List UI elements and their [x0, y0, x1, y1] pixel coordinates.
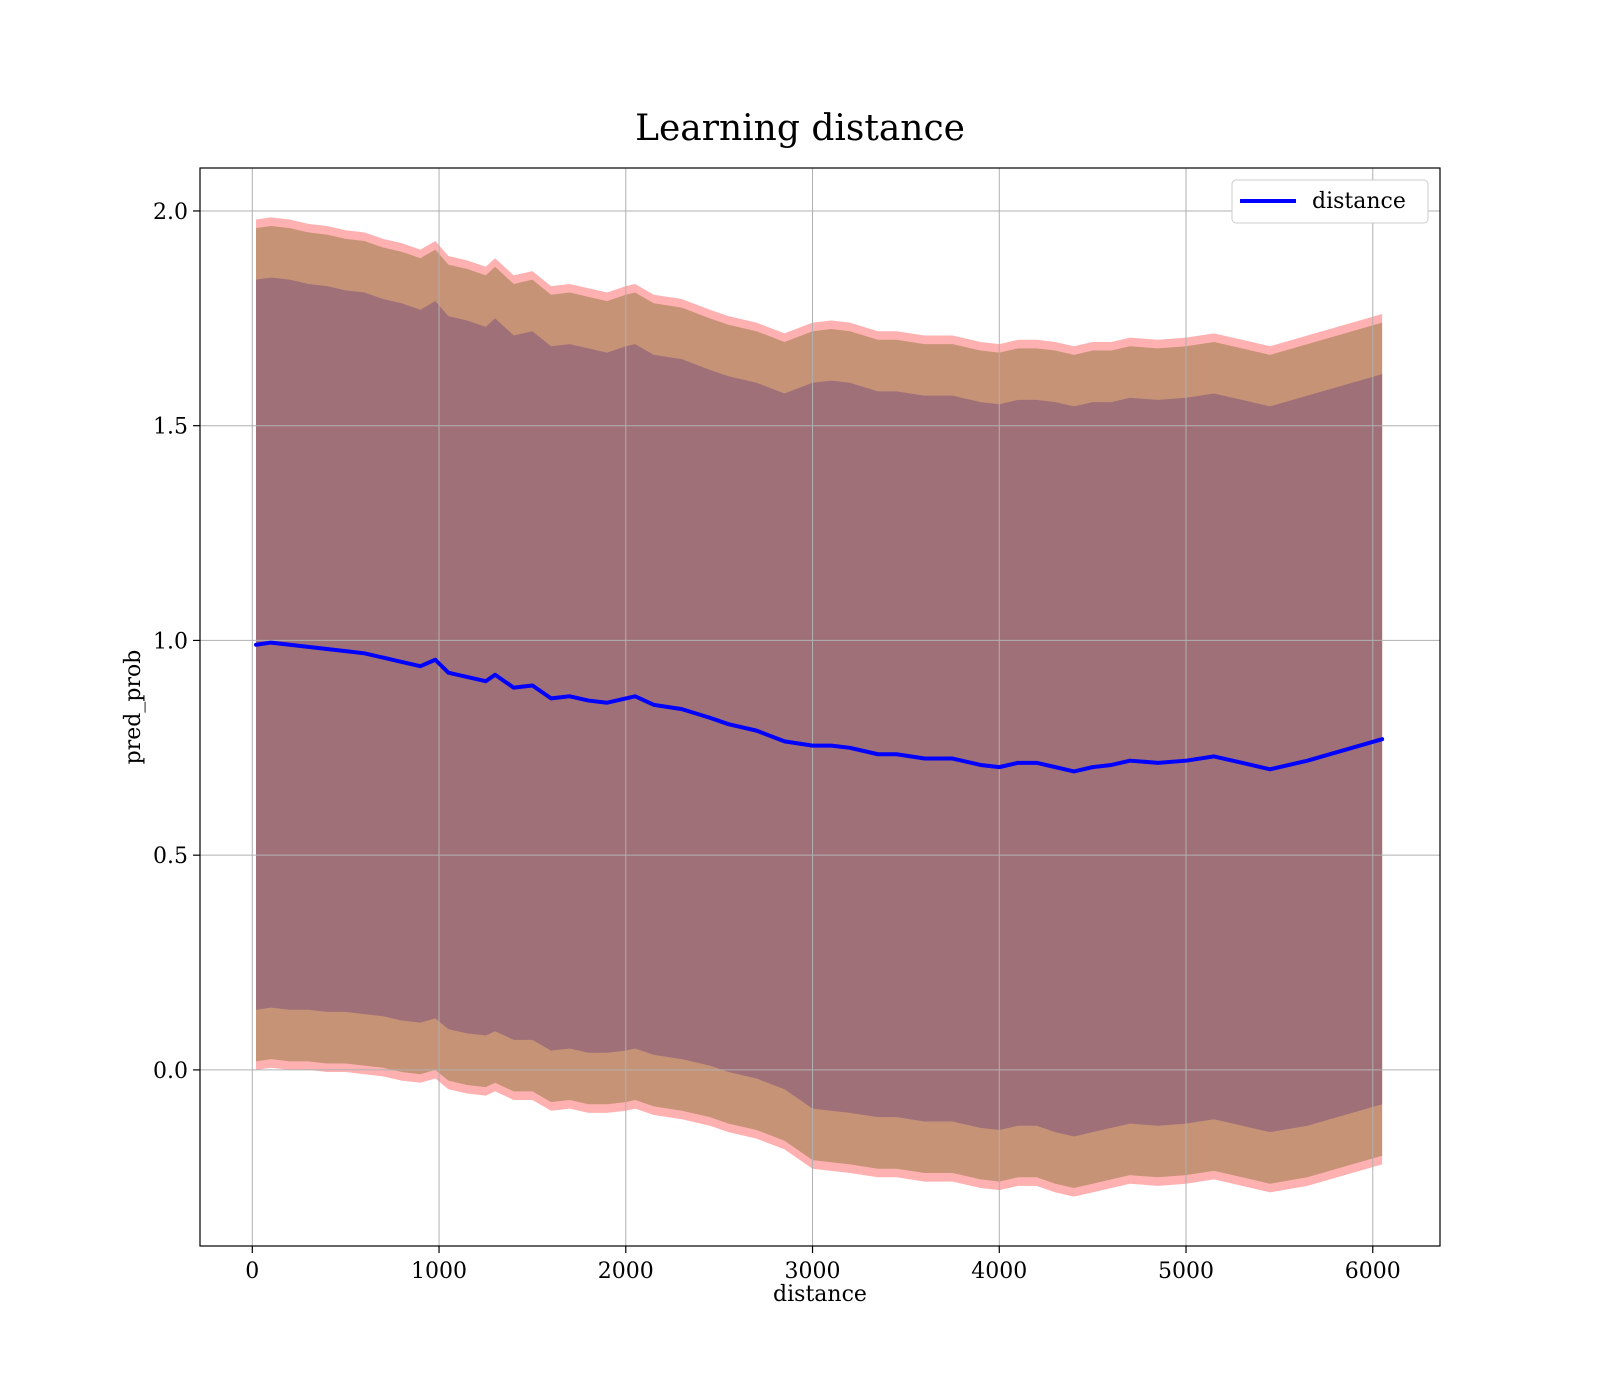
y-axis-title: pred_prob: [121, 650, 146, 765]
plot-area: [199, 167, 1441, 1247]
y-tick-label-3: 1.5: [153, 415, 188, 440]
y-tick-label-1: 0.5: [153, 844, 188, 869]
y-tick-label-0: 0.0: [153, 1059, 188, 1084]
legend-label-distance: distance: [1312, 189, 1406, 214]
x-tick-label-4: 4000: [971, 1259, 1027, 1284]
legend: distance: [1231, 179, 1429, 224]
x-tick-label-2: 2000: [598, 1259, 654, 1284]
legend-box: [1231, 179, 1429, 224]
x-tick-label-6: 6000: [1345, 1259, 1401, 1284]
chart-title: Learning distance: [635, 108, 965, 149]
y-axis-ticks: 0.0 0.5 1.0 1.5 2.0: [153, 200, 200, 1084]
band-inner: [256, 277, 1383, 1137]
x-tick-label-3: 3000: [785, 1259, 841, 1284]
x-tick-label-1: 1000: [411, 1259, 467, 1284]
x-axis-title: distance: [773, 1282, 867, 1307]
series-lines: [254, 640, 1385, 774]
x-tick-label-5: 5000: [1158, 1259, 1214, 1284]
plot-frame: [199, 167, 1441, 1247]
confidence-bands: [256, 217, 1383, 1197]
y-tick-label-2: 1.0: [153, 629, 188, 654]
x-axis-ticks: 0 1000 2000 3000 4000 5000 6000: [245, 1246, 1401, 1284]
y-tick-label-4: 2.0: [153, 200, 188, 225]
x-tick-label-0: 0: [245, 1259, 259, 1284]
grid-lines: [200, 168, 1440, 1246]
series-line-distance: [254, 640, 1385, 774]
